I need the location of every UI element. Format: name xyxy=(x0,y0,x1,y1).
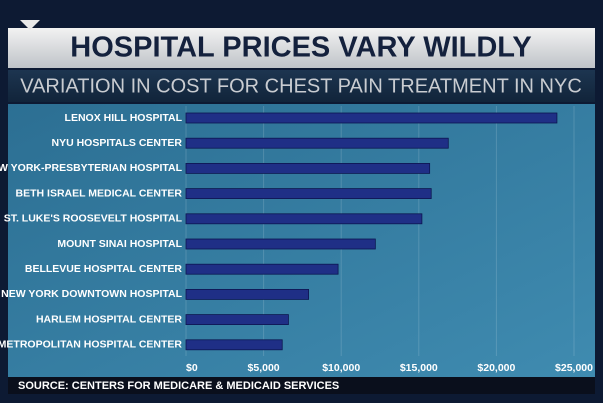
source-band xyxy=(8,377,595,394)
bar xyxy=(185,112,558,124)
x-tick-label: $25,000 xyxy=(555,362,593,374)
bar xyxy=(185,162,431,174)
y-tick-label: HARLEM HOSPITAL CENTER xyxy=(36,313,182,325)
chart-title: HOSPITAL PRICES VARY WILDLY xyxy=(70,32,531,64)
x-tick-label: $15,000 xyxy=(400,362,438,374)
y-tick-label: MOUNT SINAI HOSPITAL xyxy=(57,238,182,250)
y-tick-label: METROPOLITAN HOSPITAL CENTER xyxy=(0,339,182,351)
x-tick-label: $0 xyxy=(186,362,198,374)
chart-subtitle: VARIATION IN COST FOR CHEST PAIN TREATME… xyxy=(20,75,582,97)
y-tick-label: NYU HOSPITALS CENTER xyxy=(52,137,183,149)
bar xyxy=(185,263,339,275)
bar xyxy=(185,213,423,225)
y-tick-label: ST. LUKE'S ROOSEVELT HOSPITAL xyxy=(4,213,183,225)
bar xyxy=(185,188,432,200)
bar xyxy=(185,238,376,250)
y-tick-label: LENOX HILL HOSPITAL xyxy=(65,112,183,124)
y-tick-label: NEW YORK-PRESBYTERIAN HOSPITAL xyxy=(0,162,183,174)
subtitle-band xyxy=(8,70,595,102)
bar xyxy=(185,339,283,351)
x-tick-label: $5,000 xyxy=(248,362,280,374)
x-tick-label: $10,000 xyxy=(322,362,360,374)
title-banner xyxy=(8,28,595,68)
bar xyxy=(185,288,310,300)
source: SOURCE: CENTERS FOR MEDICARE & MEDICAID … xyxy=(18,380,339,392)
y-tick-label: BETH ISRAEL MEDICAL CENTER xyxy=(16,187,183,199)
y-tick-label: BELLEVUE HOSPITAL CENTER xyxy=(25,263,183,275)
bar xyxy=(185,137,449,149)
bar xyxy=(185,314,289,326)
x-tick-label: $20,000 xyxy=(477,362,515,374)
y-tick-label: NEW YORK DOWNTOWN HOSPITAL xyxy=(1,288,182,300)
marker xyxy=(20,20,40,30)
